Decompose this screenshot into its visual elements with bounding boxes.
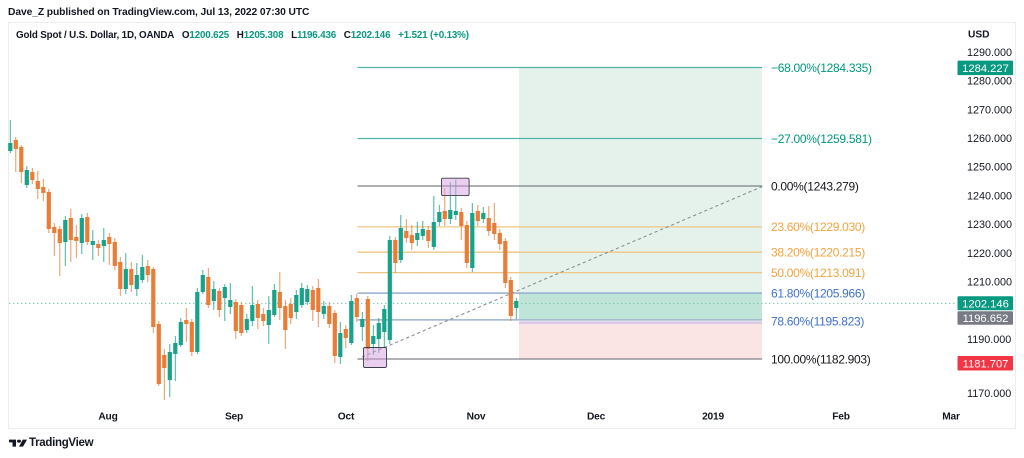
- svg-text:1196.652: 1196.652: [963, 313, 1009, 325]
- svg-text:1270.000: 1270.000: [967, 104, 1012, 116]
- svg-text:Sep: Sep: [225, 412, 243, 423]
- svg-text:38.20%(1220.215): 38.20%(1220.215): [771, 246, 865, 260]
- svg-text:USD: USD: [968, 30, 990, 41]
- svg-text:78.60%(1195.823): 78.60%(1195.823): [771, 315, 864, 329]
- svg-text:1280.000: 1280.000: [967, 76, 1012, 88]
- svg-text:Oct: Oct: [338, 412, 355, 423]
- svg-text:Dec: Dec: [587, 412, 606, 423]
- svg-text:1290.000: 1290.000: [967, 47, 1012, 59]
- svg-text:Feb: Feb: [832, 412, 850, 423]
- svg-text:Mar: Mar: [942, 412, 960, 423]
- svg-text:1260.000: 1260.000: [967, 133, 1012, 145]
- svg-text:−27.00%(1259.581): −27.00%(1259.581): [771, 132, 872, 146]
- svg-text:2019: 2019: [702, 412, 724, 423]
- svg-text:50.00%(1213.091): 50.00%(1213.091): [771, 266, 865, 280]
- svg-text:Aug: Aug: [98, 412, 117, 423]
- svg-text:100.00%(1182.903): 100.00%(1182.903): [771, 352, 871, 366]
- svg-text:1170.000: 1170.000: [967, 388, 1011, 400]
- svg-text:1284.227: 1284.227: [962, 63, 1009, 75]
- svg-text:1220.000: 1220.000: [967, 248, 1012, 260]
- svg-text:1230.000: 1230.000: [967, 219, 1012, 231]
- svg-text:0.00%(1243.279): 0.00%(1243.279): [771, 179, 859, 193]
- svg-text:−68.00%(1284.335): −68.00%(1284.335): [771, 61, 872, 75]
- svg-text:1210.000: 1210.000: [967, 277, 1012, 289]
- svg-text:1202.146: 1202.146: [962, 298, 1009, 310]
- svg-text:1181.707: 1181.707: [963, 358, 1009, 370]
- svg-text:1250.000: 1250.000: [967, 162, 1012, 174]
- svg-text:1190.000: 1190.000: [967, 334, 1011, 346]
- svg-text:1240.000: 1240.000: [967, 190, 1012, 202]
- svg-text:23.60%(1229.030): 23.60%(1229.030): [771, 220, 865, 234]
- svg-text:Nov: Nov: [467, 412, 486, 423]
- svg-text:61.80%(1205.966): 61.80%(1205.966): [771, 286, 865, 300]
